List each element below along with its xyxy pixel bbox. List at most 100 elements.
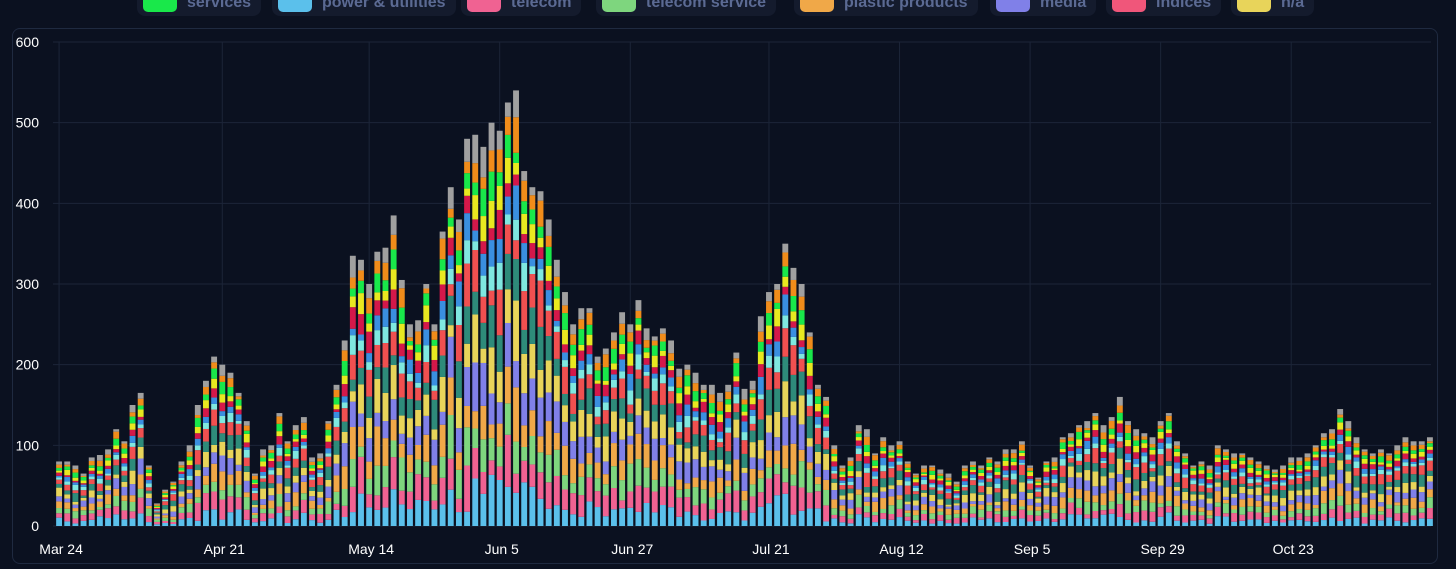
bar-segment — [1157, 475, 1164, 486]
bar-segment — [170, 488, 177, 491]
bar-segment — [504, 403, 511, 435]
bar-segment — [806, 438, 813, 447]
bar-segment — [390, 269, 397, 290]
bar-segment — [1125, 425, 1131, 434]
legend-item[interactable]: n/a — [1231, 0, 1315, 16]
bar-segment — [855, 433, 862, 438]
bar-segment — [480, 493, 487, 526]
bar-segment — [423, 477, 430, 501]
legend-item[interactable]: services — [137, 0, 262, 16]
legend-label: n/a — [1281, 0, 1305, 11]
bar-segment — [56, 467, 63, 471]
bar-segment — [970, 472, 976, 475]
bar-segment — [1410, 489, 1417, 498]
bar-segment — [570, 334, 577, 345]
bar-segment — [1231, 463, 1238, 469]
bar-segment — [268, 500, 275, 509]
bar — [798, 284, 805, 526]
bar-segment — [578, 399, 585, 410]
bar-segment — [64, 494, 71, 499]
bar-segment — [145, 487, 152, 491]
bar-segment — [1198, 473, 1205, 479]
legend-item[interactable]: telecom service — [596, 0, 777, 16]
bar-segment — [358, 334, 364, 341]
bar-segment — [1157, 442, 1164, 449]
bar-segment — [1174, 468, 1180, 474]
bar-segment — [333, 384, 340, 390]
bar-segment — [1247, 460, 1254, 465]
bar-segment — [447, 226, 454, 238]
bar-segment — [243, 442, 250, 448]
bar-segment — [1043, 504, 1050, 510]
bar-segment — [56, 470, 63, 473]
bar-segment — [545, 421, 552, 455]
legend-item[interactable]: media — [990, 0, 1097, 16]
bar-segment — [1345, 463, 1352, 472]
bar-segment — [145, 476, 152, 481]
bar-segment — [627, 421, 634, 436]
legend-item[interactable]: telecom — [461, 0, 582, 16]
bar-segment — [162, 494, 169, 498]
bar-segment — [366, 298, 373, 314]
bar-segment — [227, 412, 234, 423]
bar-segment — [1402, 498, 1409, 506]
bar-segment — [145, 469, 152, 473]
bar-segment — [1035, 510, 1042, 516]
bar-segment — [1280, 515, 1286, 520]
bar-segment — [945, 498, 952, 505]
bar-segment — [1329, 448, 1335, 452]
bar-segment — [203, 416, 209, 423]
bar-segment — [284, 486, 291, 494]
bar-segment — [1125, 459, 1131, 463]
bar-segment — [929, 523, 936, 526]
bar-segment — [643, 427, 650, 445]
bar-segment — [464, 306, 471, 344]
bar-segment — [398, 373, 405, 398]
bar-segment — [782, 445, 789, 469]
bar-segment — [472, 362, 479, 412]
bar-segment — [1239, 493, 1246, 500]
bar-segment — [88, 513, 95, 520]
bar-segment — [162, 491, 169, 494]
legend-item[interactable]: indices — [1106, 0, 1222, 16]
bar-segment — [953, 489, 960, 492]
bar-segment — [88, 476, 95, 480]
bar-segment — [700, 401, 707, 413]
bar-segment — [953, 513, 960, 518]
bar-segment — [407, 472, 413, 492]
bar-segment — [766, 503, 772, 526]
bar-segment — [855, 440, 862, 446]
bar-segment — [1002, 474, 1009, 478]
bar-segment — [504, 289, 511, 323]
legend-item[interactable]: plastic products — [794, 0, 978, 16]
bar-segment — [611, 509, 617, 526]
bar — [929, 465, 936, 526]
bar-segment — [1084, 428, 1091, 431]
legend-item[interactable]: power & utilities — [272, 0, 456, 16]
bar-segment — [1345, 471, 1352, 484]
bar-segment — [1231, 460, 1238, 464]
bar-segment — [1369, 484, 1376, 491]
bar-segment — [1206, 485, 1213, 488]
bar-segment — [72, 484, 79, 491]
bar-segment — [790, 345, 797, 375]
bar-segment — [619, 508, 626, 526]
bar-segment — [562, 509, 568, 526]
bar-segment — [880, 487, 887, 492]
bar-segment — [627, 341, 634, 354]
bar-segment — [80, 477, 87, 481]
bar-segment — [276, 475, 283, 484]
bar-segment — [978, 492, 985, 495]
bar-segment — [1255, 470, 1262, 475]
bar-segment — [537, 472, 544, 499]
bar-segment — [1002, 501, 1009, 511]
bar-segment — [1018, 518, 1025, 526]
bar-segment — [251, 512, 258, 515]
bar-segment — [1157, 507, 1164, 517]
bar-segment — [431, 429, 438, 440]
bar-segment — [1141, 500, 1148, 511]
bar-segment — [749, 409, 756, 416]
bar-segment — [1165, 486, 1172, 501]
bar-segment — [1002, 522, 1009, 526]
bar-segment — [170, 519, 177, 523]
